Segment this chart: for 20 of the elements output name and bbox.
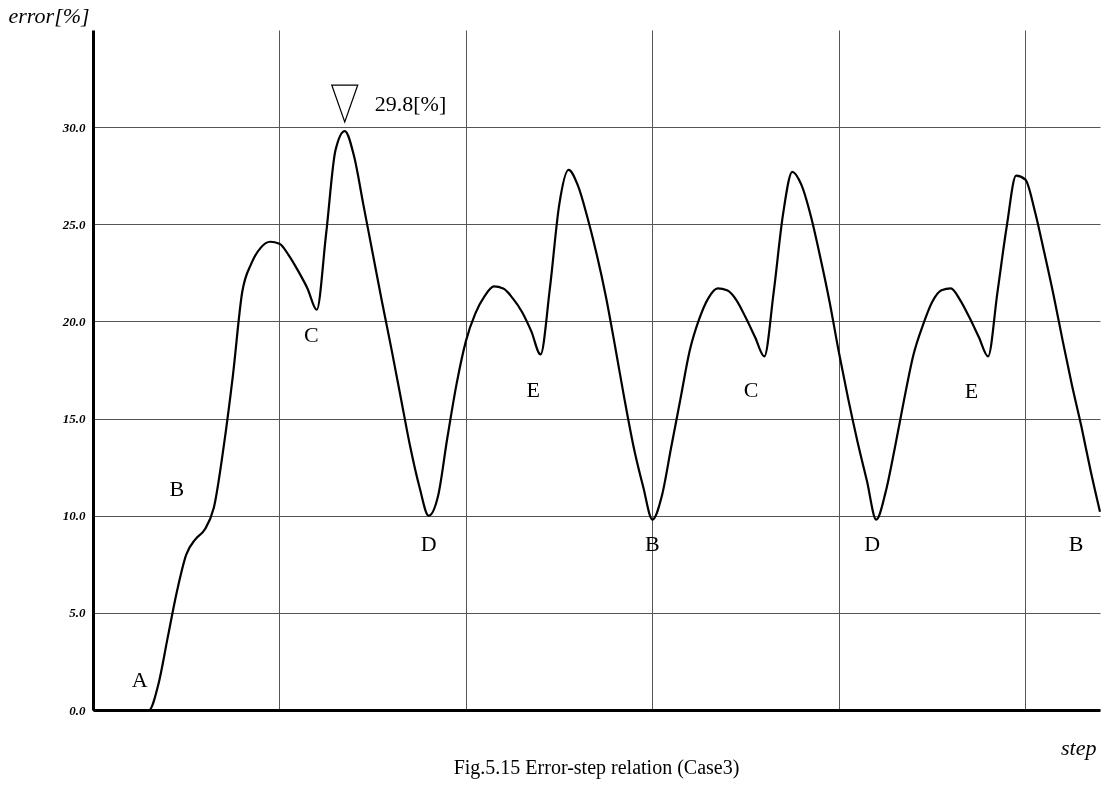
y-tick-label: 15.0 bbox=[62, 411, 86, 427]
annotation: D bbox=[864, 530, 881, 556]
y-tick-label: 30.0 bbox=[61, 119, 86, 135]
y-tick-label: 20.0 bbox=[61, 313, 86, 329]
annotation: E bbox=[964, 377, 979, 403]
annotation: B bbox=[1068, 530, 1084, 556]
y-tick-label: 10.0 bbox=[62, 508, 86, 524]
y-axis-title: error[%] bbox=[8, 2, 90, 28]
annotation: 29.8[%] bbox=[374, 91, 447, 117]
annotation: E bbox=[526, 377, 540, 403]
y-tick-label: 25.0 bbox=[61, 216, 86, 232]
y-tick-label: 0.0 bbox=[69, 702, 86, 718]
y-tick-label: 5.0 bbox=[69, 605, 86, 621]
annotation: B bbox=[169, 476, 185, 502]
caption: Fig.5.15 Error-step relation (Case3) bbox=[453, 756, 740, 779]
annotation: A bbox=[131, 667, 148, 692]
annotation: C bbox=[304, 322, 319, 348]
x-axis-title: step bbox=[1061, 734, 1097, 760]
annotation: C bbox=[743, 376, 759, 402]
annotation: D bbox=[420, 530, 437, 556]
